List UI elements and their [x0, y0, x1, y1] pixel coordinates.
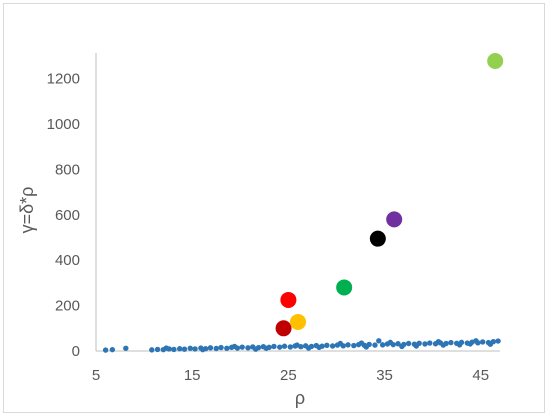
data-point	[171, 346, 177, 353]
highlight-point	[487, 52, 504, 69]
highlight-point	[386, 211, 403, 228]
data-point	[351, 342, 357, 349]
data-point	[281, 343, 288, 349]
data-point	[440, 342, 446, 348]
data-point	[399, 343, 405, 350]
y-axis-title: γ=δ*ρ	[17, 187, 37, 234]
y-tick-label: 1000	[47, 116, 80, 133]
data-point	[149, 347, 155, 353]
data-point	[422, 341, 428, 347]
data-point	[200, 346, 206, 353]
data-point	[176, 346, 183, 352]
data-point	[405, 340, 412, 347]
y-tick-label: 400	[55, 252, 80, 269]
highlight-point	[369, 230, 386, 247]
y-tick-label: 200	[55, 298, 80, 315]
data-point	[102, 347, 109, 353]
data-point	[192, 346, 198, 352]
data-point	[473, 338, 479, 344]
data-point	[329, 343, 336, 349]
x-tick-label: 25	[280, 367, 297, 384]
x-tick-label: 35	[376, 367, 393, 384]
data-point	[337, 340, 344, 347]
y-tick-label: 1200	[47, 71, 80, 88]
data-point	[277, 344, 283, 350]
data-point	[376, 338, 382, 344]
data-point	[324, 342, 330, 349]
highlight-point	[336, 279, 353, 296]
y-tick-label: 0	[72, 343, 80, 360]
data-point	[456, 342, 463, 348]
data-point	[263, 345, 269, 351]
data-point	[363, 344, 369, 350]
data-point	[154, 346, 161, 353]
x-tick-label: 15	[184, 367, 201, 384]
data-point	[218, 344, 224, 351]
data-point	[413, 343, 420, 349]
data-point	[487, 341, 494, 347]
data-point	[294, 342, 300, 348]
x-tick-label: 45	[472, 367, 489, 384]
data-point	[231, 343, 238, 350]
data-point	[187, 345, 193, 351]
highlight-point	[275, 320, 292, 337]
y-tick-label: 800	[55, 161, 80, 178]
data-point	[448, 339, 454, 346]
data-point	[287, 344, 294, 350]
data-point	[245, 345, 251, 351]
data-point	[305, 345, 312, 351]
data-point	[358, 340, 365, 346]
data-point	[479, 339, 486, 345]
x-tick-label: 5	[92, 367, 100, 384]
data-point	[316, 344, 322, 351]
data-point	[213, 345, 219, 352]
data-point	[427, 340, 433, 346]
data-point	[252, 346, 259, 352]
y-tick-label: 600	[55, 207, 80, 224]
data-point	[345, 342, 351, 348]
data-point	[495, 338, 501, 344]
data-point	[239, 344, 245, 350]
highlight-point	[280, 291, 297, 308]
data-point	[372, 342, 378, 348]
x-axis-title: ρ	[295, 388, 305, 408]
data-point	[387, 339, 394, 346]
data-point	[163, 345, 169, 351]
data-point	[467, 341, 473, 347]
data-point	[207, 345, 214, 351]
data-point	[224, 345, 230, 351]
data-point	[435, 338, 442, 345]
data-point	[271, 343, 277, 350]
highlight-point	[290, 313, 306, 330]
data-point	[379, 342, 386, 348]
data-point	[123, 345, 129, 351]
data-point	[181, 346, 188, 352]
data-point	[109, 346, 116, 353]
data-point	[395, 341, 401, 347]
